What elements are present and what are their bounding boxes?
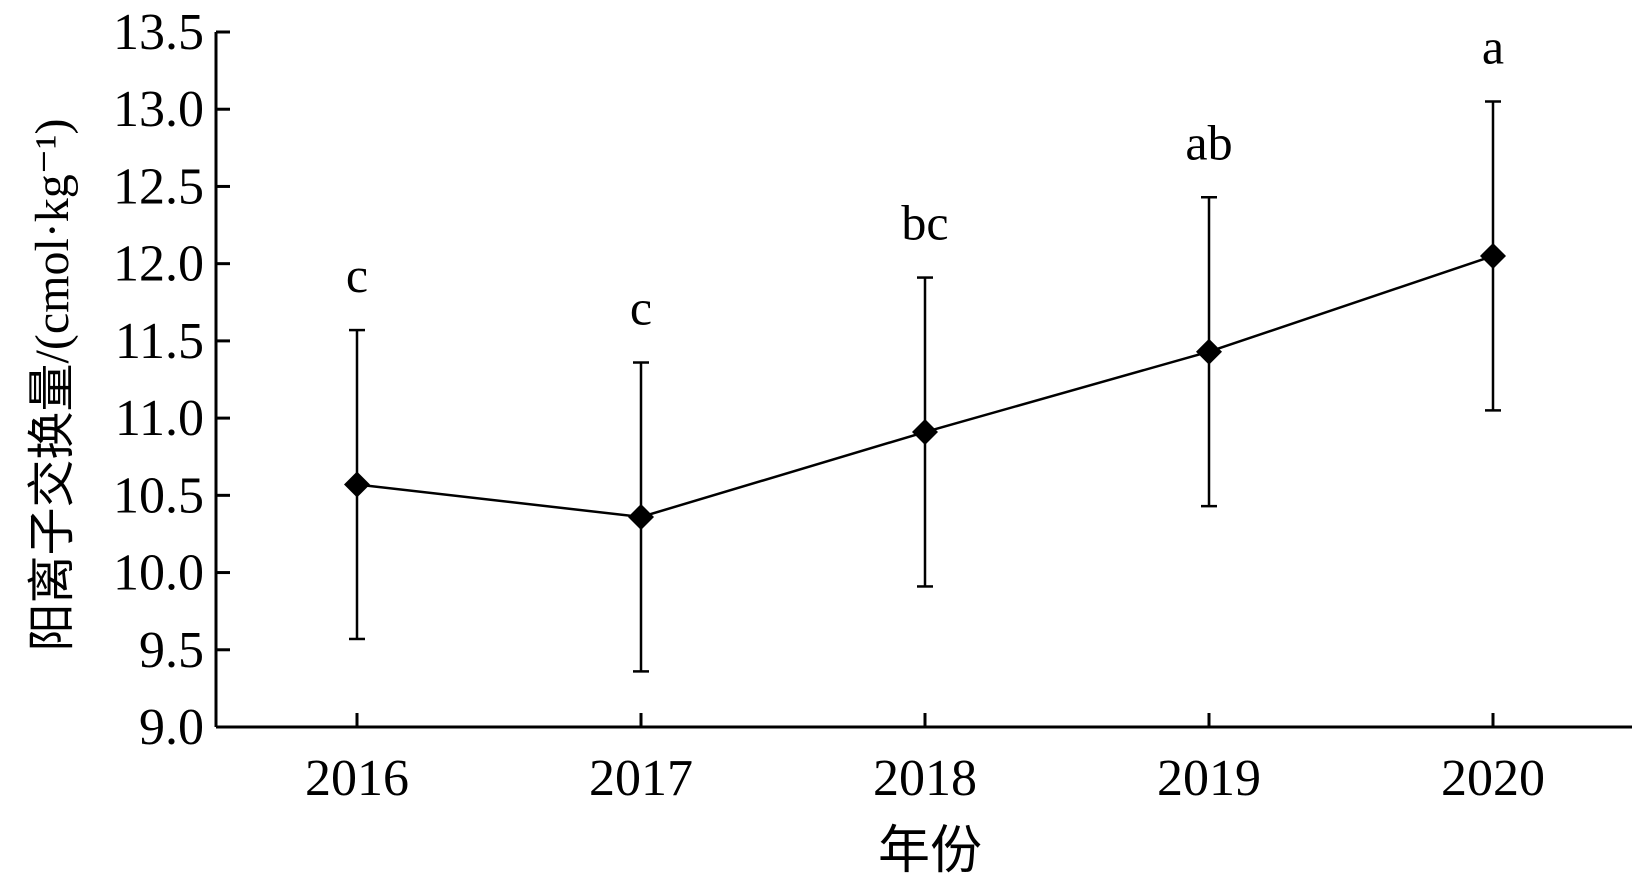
data-point-marker [344,471,370,498]
significance-label: c [346,247,368,303]
data-point-marker [912,419,938,446]
y-tick-label: 12.5 [113,158,204,215]
data-point-marker [628,503,654,530]
y-axis-title: 阳离子交换量/(cmol·kg⁻¹) [26,119,79,652]
x-tick-label: 2019 [1157,750,1261,807]
data-point-marker [1196,338,1222,365]
x-axis-title: 年份 [878,823,982,880]
x-tick-label: 2017 [589,750,693,807]
x-tick-label: 2018 [873,750,977,807]
plot-area: c c bc ab a [344,19,1506,673]
y-tick-label: 9.0 [139,699,204,756]
significance-label: bc [901,195,948,251]
x-tick-label: 2020 [1441,750,1545,807]
y-tick-label: 9.5 [139,622,204,679]
data-point-marker [1480,242,1506,269]
y-tick-label: 10.0 [113,545,204,602]
significance-label: ab [1185,114,1232,170]
y-tick-label: 12.0 [113,236,204,293]
y-tick-label: 10.5 [113,467,204,524]
significance-label: c [630,280,652,336]
y-tick-label: 13.5 [113,4,204,61]
significance-label: a [1482,19,1504,75]
y-tick-label: 11.0 [115,390,204,447]
y-tick-label: 13.0 [113,81,204,138]
axes: 9.0 9.5 10.0 10.5 11.0 11.5 12.0 12.5 13.0 13.5 20… [113,4,1632,807]
y-tick-label: 11.5 [115,313,204,370]
x-tick-label: 2016 [305,750,409,807]
